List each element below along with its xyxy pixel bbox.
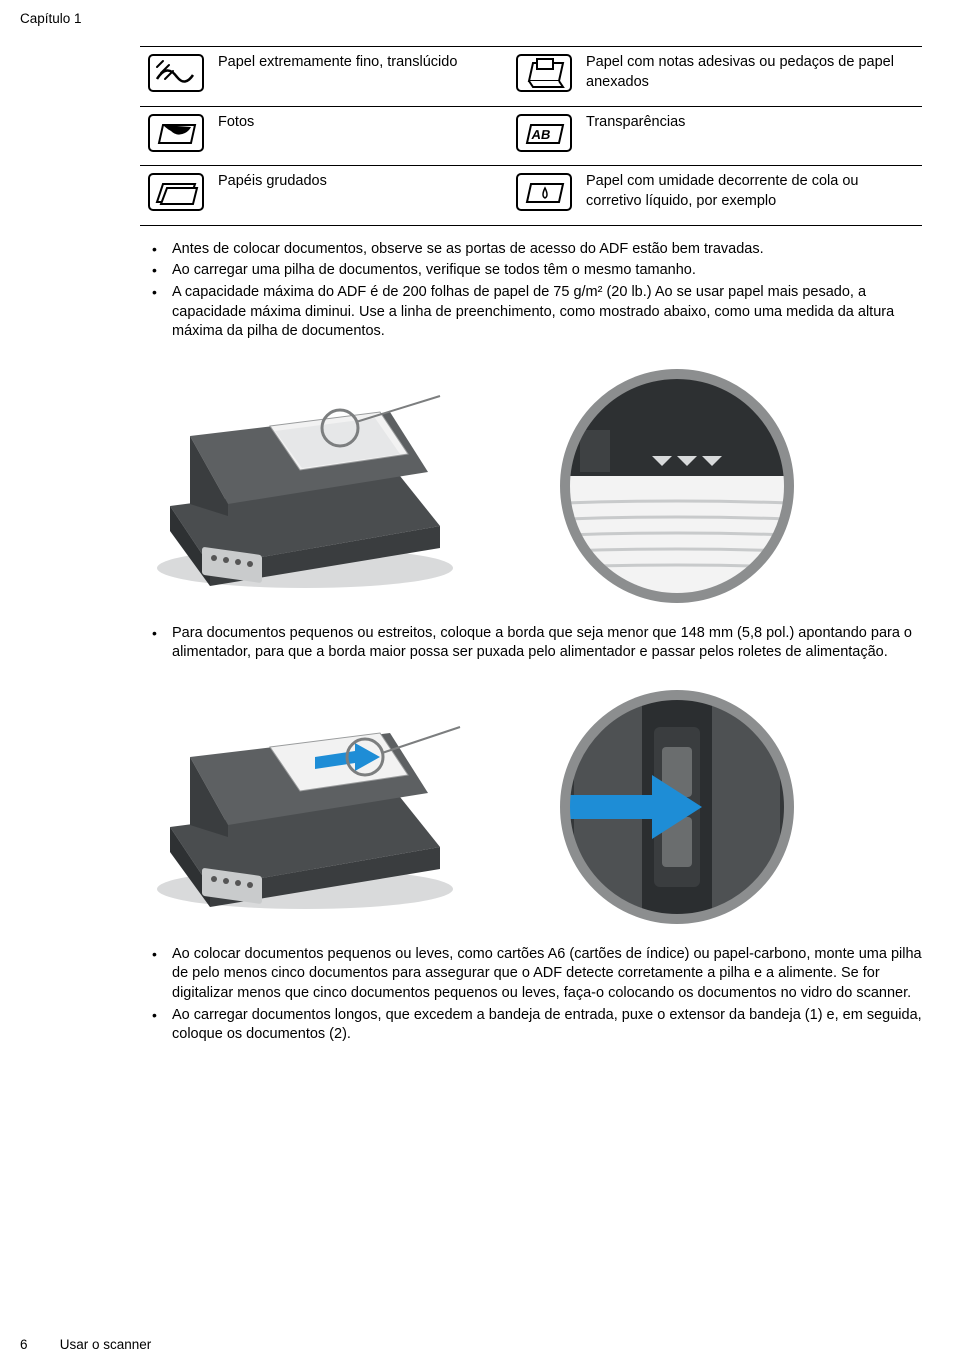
fill-line-zoom-icon <box>502 366 852 606</box>
page-content: Papel extremamente fino, translúcido Pap… <box>140 46 922 1044</box>
scanner-illustration-icon <box>140 376 470 596</box>
table-cell: Transparências <box>586 106 922 166</box>
scanner-with-arrow-icon <box>140 697 470 917</box>
page-footer: 6 Usar o scanner <box>20 1336 151 1354</box>
table-cell: Fotos <box>218 106 508 166</box>
transparencies-icon: AB <box>515 113 573 153</box>
table-row: Papéis grudados Papel com umidade decorr… <box>140 166 922 226</box>
table-cell: Papel extremamente fino, translúcido <box>218 47 508 107</box>
list-item: Ao carregar uma pilha de documentos, ver… <box>140 261 922 281</box>
figure-feed-rollers <box>140 687 922 927</box>
paper-types-table: Papel extremamente fino, translúcido Pap… <box>140 46 922 226</box>
stuck-papers-icon <box>147 172 205 212</box>
page-number: 6 <box>20 1336 56 1354</box>
list-item: Ao colocar documentos pequenos ou leves,… <box>140 945 922 1004</box>
footer-section-title: Usar o scanner <box>60 1337 152 1352</box>
wet-paper-icon <box>515 172 573 212</box>
sticky-note-paper-icon <box>515 53 573 93</box>
bullet-list-1: Antes de colocar documentos, observe se … <box>140 240 922 342</box>
bullet-list-2: Para documentos pequenos ou estreitos, c… <box>140 624 922 663</box>
bullet-list-3: Ao colocar documentos pequenos ou leves,… <box>140 945 922 1045</box>
table-cell: Papel com notas adesivas ou pedaços de p… <box>586 47 922 107</box>
table-row: Papel extremamente fino, translúcido Pap… <box>140 47 922 107</box>
feed-rollers-zoom-icon <box>502 687 852 927</box>
table-cell: Papel com umidade decorrente de cola ou … <box>586 166 922 226</box>
list-item: Antes de colocar documentos, observe se … <box>140 240 922 260</box>
photos-icon <box>147 113 205 153</box>
chapter-header: Capítulo 1 <box>20 10 940 28</box>
figure-fill-line <box>140 366 922 606</box>
list-item: A capacidade máxima do ADF é de 200 folh… <box>140 283 922 342</box>
table-cell: Papéis grudados <box>218 166 508 226</box>
table-row: Fotos AB Transparências <box>140 106 922 166</box>
thin-paper-icon <box>147 53 205 93</box>
list-item: Para documentos pequenos ou estreitos, c… <box>140 624 922 663</box>
list-item: Ao carregar documentos longos, que exced… <box>140 1006 922 1045</box>
svg-text:AB: AB <box>531 127 552 142</box>
